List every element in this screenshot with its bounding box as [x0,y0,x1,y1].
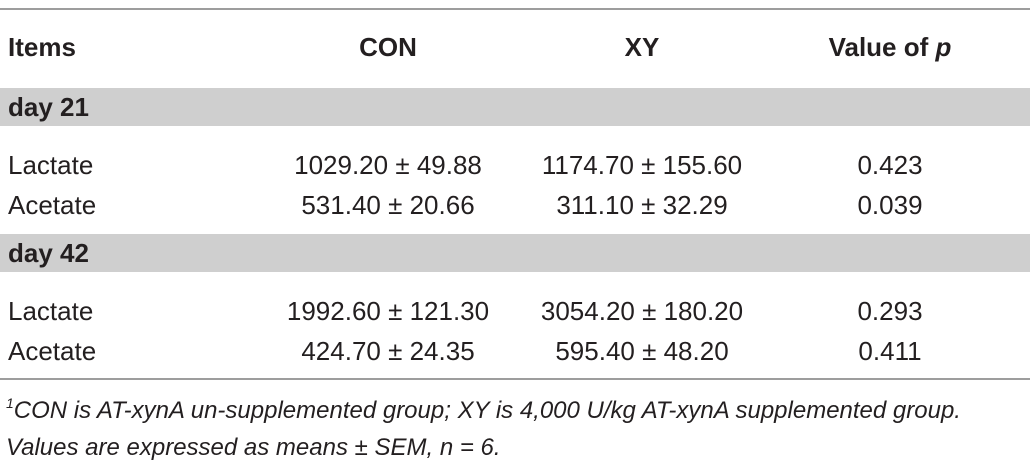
table-cell: 1992.60 ± 121.30 [286,296,490,326]
row-label: Lactate [8,296,94,326]
table-cell: 311.10 ± 32.29 [556,190,728,220]
table-cell: 1029.20 ± 49.88 [294,150,482,180]
footnote: 1CON is AT-xynA un-supplemented group; X… [6,392,1016,466]
section-label: day 42 [8,238,89,268]
table-cell: 595.40 ± 48.20 [555,336,729,366]
header-cell: Items [8,32,76,62]
header-text: Value of [828,32,929,62]
table-cell: 0.293 [857,296,923,326]
table-cell: 0.411 [858,336,922,366]
table-cell: 531.40 ± 20.66 [301,190,475,220]
table-cell: 3054.20 ± 180.20 [540,296,744,326]
table-cell: 0.039 [857,190,923,220]
row-label: Lactate [8,150,94,180]
row-label: Acetate [8,336,97,366]
footnote-marker: 1 [6,395,14,411]
header-cell: CON [359,32,417,62]
header-emphasis: p [935,32,952,62]
row-label: Acetate [8,190,97,220]
bottom-rule [0,378,1030,380]
table-cell: 1174.70 ± 155.60 [541,150,743,180]
section-band: day 42 [0,234,1030,272]
top-rule [0,8,1030,10]
table-cell: 0.423 [857,150,923,180]
header-cell: Value of p [829,28,952,66]
section-band: day 21 [0,88,1030,126]
footnote-text: CON is AT-xynA un-supplemented group; XY… [6,397,961,461]
section-label: day 21 [8,92,89,122]
table-cell: 424.70 ± 24.35 [301,336,475,366]
header-cell: XY [624,32,660,62]
